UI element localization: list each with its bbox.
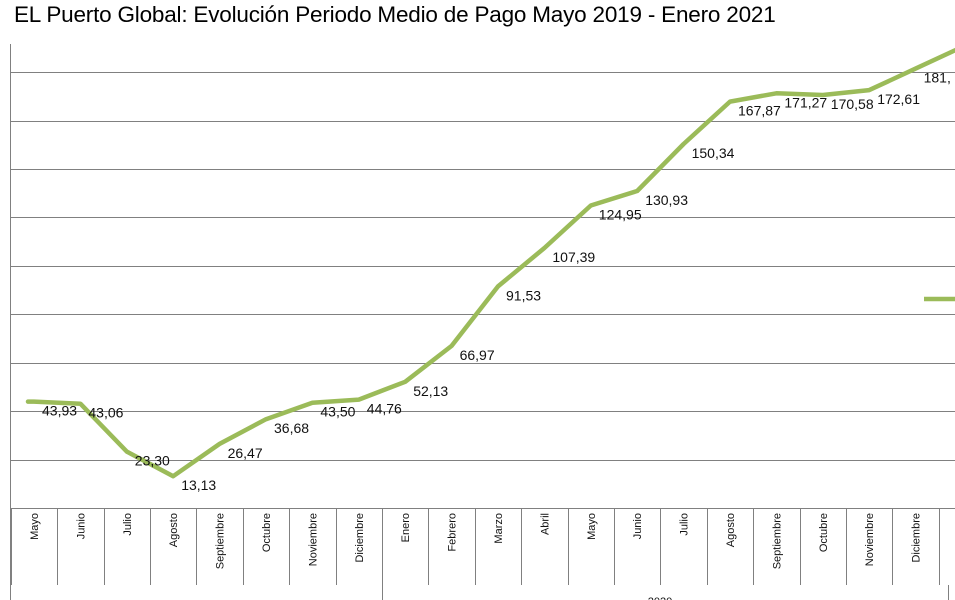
x-tick-label: Junio: [632, 513, 644, 539]
x-tick-label: Julio: [679, 513, 691, 536]
x-tick-label: Agosto: [168, 513, 180, 547]
data-label: 124,95: [599, 207, 642, 223]
data-label: 13,13: [181, 477, 216, 493]
data-label: 43,50: [320, 404, 355, 420]
data-label: 170,58: [831, 96, 874, 112]
x-tick-label: Julio: [122, 513, 134, 536]
x-tick-label: Octubre: [818, 513, 830, 552]
series-line: [25, 47, 955, 479]
data-label: 52,13: [413, 383, 448, 399]
data-label: 107,39: [552, 249, 595, 265]
x-tick-label: Mayo: [29, 513, 41, 540]
x-tick-label: Abril: [539, 513, 551, 535]
x-tick-label: Enero: [400, 513, 412, 542]
x-tick-label: Junio: [75, 513, 87, 539]
x-tick-label: Noviembre: [864, 513, 876, 566]
data-label: 172,61: [877, 91, 920, 107]
gridlines: [10, 72, 955, 461]
x-tick-label: Febrero: [447, 513, 459, 552]
x-tick-label: Septiembre: [771, 513, 783, 569]
data-label: 181,: [924, 70, 951, 86]
x-tick-label: Agosto: [725, 513, 737, 547]
data-labels: 43,93 43,06 23,30 13,13 26,47 36,68 43,50 44,76…: [42, 70, 951, 494]
data-label: 66,97: [460, 347, 495, 363]
x-tick-label: Mayo: [586, 513, 598, 540]
data-label: 36,68: [274, 420, 309, 436]
x-tick-label: Noviembre: [307, 513, 319, 566]
series-line-path: [25, 47, 955, 479]
chart-title: EL Puerto Global: Evolución Periodo Medi…: [14, 2, 776, 27]
data-label: 23,30: [135, 453, 170, 469]
x-tick-label: Octubre: [261, 513, 273, 552]
x-tick-label: Diciembre: [911, 513, 923, 563]
x-tick-label: Diciembre: [354, 513, 366, 563]
data-label: 130,93: [645, 192, 688, 208]
data-label: 171,27: [784, 94, 827, 110]
data-label: 26,47: [228, 445, 263, 461]
axes: 2020: [10, 44, 955, 600]
data-label: 167,87: [738, 103, 781, 119]
data-label: 43,06: [88, 405, 123, 421]
data-label: 150,34: [692, 145, 735, 161]
data-label: 43,93: [42, 403, 77, 419]
data-label: 44,76: [367, 401, 402, 417]
x-axis-labels: Mayo Junio Julio Agosto Septiembre Octubre Nov…: [29, 513, 923, 569]
x-tick-label: Marzo: [493, 513, 505, 544]
x-tick-label: Septiembre: [215, 513, 227, 569]
data-label: 91,53: [506, 287, 541, 303]
year-group-label: 2020: [648, 596, 672, 600]
